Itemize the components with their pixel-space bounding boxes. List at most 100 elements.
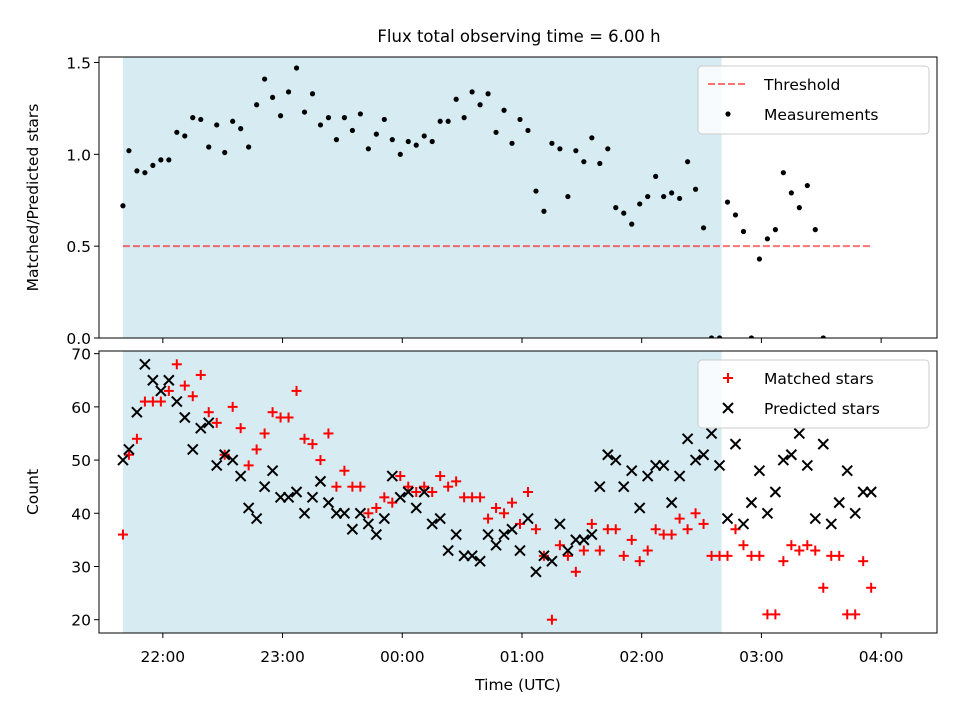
measurement-point bbox=[533, 188, 539, 194]
predicted-star-point bbox=[490, 539, 502, 551]
measurement-point bbox=[349, 127, 355, 134]
legend-box bbox=[697, 359, 930, 429]
predicted-star-point bbox=[769, 486, 782, 498]
measurement-point bbox=[517, 116, 523, 123]
measurement-point bbox=[565, 193, 571, 200]
measurement-point bbox=[126, 148, 132, 154]
legend-label: Matched stars bbox=[764, 370, 874, 388]
y-tick-label: 70 bbox=[71, 346, 91, 364]
predicted-star-point bbox=[634, 502, 646, 514]
predicted-star-point bbox=[418, 486, 430, 498]
predicted-star-point bbox=[586, 528, 598, 541]
predicted-star-point bbox=[338, 507, 351, 519]
measurement-point bbox=[493, 129, 499, 135]
predicted-star-point bbox=[602, 449, 614, 461]
y-tick-label: 1.5 bbox=[66, 55, 91, 73]
predicted-star-point bbox=[578, 534, 590, 546]
measurement-point bbox=[246, 144, 252, 150]
measurement-point bbox=[589, 135, 595, 141]
matched-star-point bbox=[419, 481, 430, 492]
measurement-point bbox=[381, 116, 387, 123]
matched-star-point bbox=[371, 502, 382, 513]
matched-star-point bbox=[323, 428, 334, 439]
measurement-point bbox=[277, 113, 284, 119]
matched-star-point bbox=[610, 524, 621, 535]
predicted-star-point bbox=[322, 496, 335, 509]
predicted-star-point bbox=[498, 528, 510, 541]
predicted-star-point bbox=[833, 496, 845, 509]
measurement-point bbox=[269, 94, 276, 101]
measurement-point bbox=[645, 193, 651, 200]
predicted-star-point bbox=[163, 374, 175, 386]
measurement-point bbox=[120, 203, 126, 209]
measurement-point bbox=[421, 133, 427, 139]
matched-star-point bbox=[786, 540, 797, 551]
measurement-point bbox=[780, 170, 786, 176]
matched-star-point bbox=[235, 423, 246, 434]
predicted-star-point bbox=[218, 449, 231, 461]
matched-star-point bbox=[203, 407, 214, 418]
matched-star-point bbox=[187, 391, 198, 402]
matched-star-point bbox=[251, 444, 262, 455]
measurement-point bbox=[333, 137, 340, 143]
predicted-star-point bbox=[314, 475, 327, 488]
matched-star-point bbox=[299, 433, 310, 444]
predicted-star-point bbox=[426, 518, 438, 530]
measurement-point bbox=[700, 225, 707, 231]
predicted-star-point bbox=[713, 459, 726, 472]
measurement-point bbox=[772, 227, 778, 233]
predicted-star-point bbox=[226, 454, 239, 466]
y-tick-label: 20 bbox=[71, 612, 91, 630]
matched-star-point bbox=[866, 582, 877, 593]
predicted-star-point bbox=[665, 496, 678, 509]
measurement-point bbox=[669, 190, 675, 196]
predicted-star-point bbox=[474, 555, 486, 567]
matched-star-point bbox=[634, 556, 645, 567]
predicted-star-point bbox=[362, 518, 375, 530]
matched-star-point bbox=[211, 417, 222, 428]
matched-star-point bbox=[850, 609, 861, 620]
matched-star-point bbox=[307, 439, 318, 450]
matched-star-point bbox=[117, 529, 128, 540]
predicted-star-point bbox=[610, 454, 622, 466]
predicted-star-point bbox=[745, 496, 758, 509]
measurement-point bbox=[748, 335, 755, 338]
predicted-star-point bbox=[721, 512, 734, 525]
matched-star-point bbox=[475, 492, 486, 503]
predicted-star-point bbox=[506, 523, 518, 535]
predicted-star-point bbox=[817, 438, 829, 450]
measurement-point bbox=[365, 146, 371, 152]
predicted-star-point bbox=[203, 417, 215, 429]
predicted-star-point bbox=[195, 422, 207, 434]
predicted-star-point bbox=[410, 502, 422, 514]
legend-box bbox=[697, 65, 930, 135]
predicted-star-point bbox=[641, 470, 654, 482]
predicted-star-point bbox=[785, 449, 798, 461]
legend-label: Threshold bbox=[763, 76, 840, 94]
measurement-point bbox=[429, 138, 435, 145]
predicted-star-point bbox=[681, 433, 694, 445]
measurement-point bbox=[158, 157, 164, 163]
matched-star-point bbox=[642, 545, 653, 556]
predicted-star-point bbox=[562, 544, 574, 557]
predicted-star-point bbox=[673, 470, 686, 482]
measurement-point bbox=[309, 91, 316, 97]
matched-star-point bbox=[395, 471, 406, 482]
legend-label: Measurements bbox=[764, 106, 879, 124]
matched-star-point bbox=[435, 471, 446, 482]
matched-star-point bbox=[794, 545, 805, 556]
matched-star-point bbox=[379, 492, 390, 503]
matched-star-point bbox=[315, 455, 326, 466]
y-tick-label: 0.5 bbox=[66, 238, 91, 256]
measurement-point bbox=[708, 335, 715, 338]
measurement-point bbox=[653, 173, 659, 179]
measurement-point bbox=[325, 115, 332, 121]
measurement-point bbox=[301, 109, 308, 115]
predicted-star-point bbox=[618, 480, 630, 493]
observing-span bbox=[122, 57, 722, 338]
predicted-star-point bbox=[865, 486, 877, 498]
matched-star-point bbox=[195, 369, 206, 380]
matched-star-point bbox=[403, 481, 414, 492]
predicted-star-point bbox=[442, 544, 454, 557]
predicted-star-point bbox=[546, 555, 558, 567]
